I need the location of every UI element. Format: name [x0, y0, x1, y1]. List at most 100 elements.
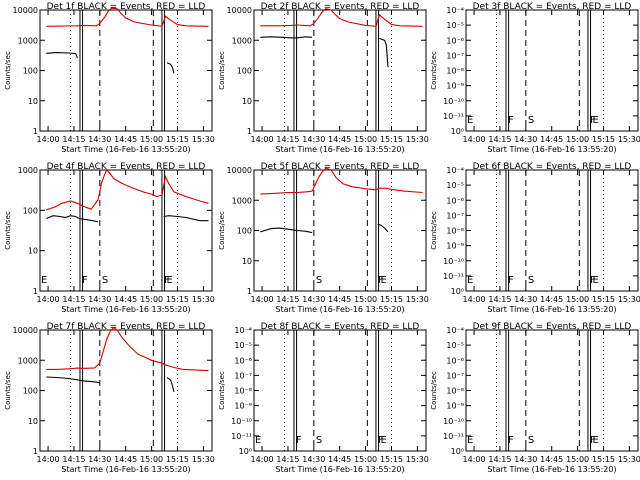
marker-label: F: [508, 275, 514, 286]
x-axis-label: Start Time (16-Feb-16 13:55:20): [275, 305, 404, 314]
x-tick-label: 15:00: [354, 455, 377, 464]
x-tick-label: 14:15: [488, 455, 511, 464]
x-axis-label: Start Time (16-Feb-16 13:55:20): [487, 145, 616, 154]
y-tick-label: 10⁻⁷: [446, 51, 464, 60]
x-tick-label: 14:00: [463, 135, 486, 144]
marker-label: F: [590, 275, 596, 286]
x-tick-label: 14:15: [62, 135, 85, 144]
y-tick-label: 10⁻¹⁰: [443, 257, 464, 266]
x-tick-label: 15:15: [380, 295, 403, 304]
y-axis-label: Counts/sec: [430, 51, 438, 90]
y-tick-label: 10⁻¹¹: [443, 112, 464, 121]
x-tick-label: 14:30: [302, 295, 325, 304]
y-tick-label: 10000: [227, 6, 252, 15]
chart-title: Det 6f BLACK = Events, RED = LLD: [473, 162, 632, 172]
marker-label: F: [508, 115, 514, 126]
y-axis-label: Counts/sec: [4, 51, 12, 90]
y-axis-label: Counts/sec: [218, 211, 226, 250]
event-rate-series-3: [163, 215, 209, 222]
x-tick-label: 14:45: [114, 135, 137, 144]
x-tick-label: 15:30: [406, 295, 429, 304]
marker-label: F: [590, 115, 596, 126]
y-tick-label: 10⁻⁶: [446, 356, 464, 365]
x-tick-label: 15:30: [192, 455, 215, 464]
x-tick-label: 15:15: [380, 135, 403, 144]
chart-panel-5: Det 5f BLACK = Events, RED = LLD 1 10 100 10…: [218, 162, 429, 314]
y-tick-label: 10⁰: [451, 447, 464, 456]
marker-label: S: [528, 275, 534, 286]
y-axis-label: Counts/sec: [4, 371, 12, 410]
y-tick-label: 10: [242, 257, 252, 266]
x-axis-label: Start Time (16-Feb-16 13:55:20): [61, 465, 190, 474]
y-tick-label: 1000: [18, 36, 38, 45]
y-tick-label: 10⁻⁹: [446, 402, 464, 411]
event-rate-series-2: [46, 215, 99, 223]
y-tick-label: 10⁻¹⁰: [443, 97, 464, 106]
x-axis-label: Start Time (16-Feb-16 13:55:20): [275, 145, 404, 154]
chart-title: Det 5f BLACK = Events, RED = LLD: [261, 162, 420, 172]
x-tick-label: 15:15: [166, 455, 189, 464]
marker-label: S: [528, 115, 534, 126]
marker-label: E: [593, 435, 599, 446]
y-tick-label: 1000: [232, 196, 252, 205]
marker-label: S: [102, 275, 108, 286]
y-tick-label: 10⁻⁵: [446, 341, 464, 350]
x-tick-label: 15:30: [618, 295, 640, 304]
x-tick-label: 15:15: [380, 455, 403, 464]
chart-title: Det 4f BLACK = Events, RED = LLD: [47, 162, 206, 172]
x-tick-label: 14:15: [62, 455, 85, 464]
y-axis-label: Counts/sec: [430, 211, 438, 250]
event-rate-series-2: [260, 36, 313, 39]
x-tick-label: 14:30: [88, 135, 111, 144]
x-tick-label: 15:15: [592, 295, 615, 304]
y-tick-label: 10⁻⁴: [446, 326, 464, 335]
x-tick-label: 15:30: [406, 455, 429, 464]
chart-title: Det 9f BLACK = Events, RED = LLD: [473, 322, 632, 332]
x-axis-label: Start Time (16-Feb-16 13:55:20): [61, 145, 190, 154]
event-rate-series-2: [260, 227, 313, 234]
marker-label: F: [378, 275, 384, 286]
x-tick-label: 15:30: [406, 135, 429, 144]
x-axis-label: Start Time (16-Feb-16 13:55:20): [61, 305, 190, 314]
x-tick-label: 14:15: [276, 135, 299, 144]
y-tick-label: 10⁻⁹: [234, 402, 252, 411]
event-rate-series-3: [379, 37, 389, 68]
y-tick-label: 10⁻⁹: [446, 242, 464, 251]
x-tick-label: 14:45: [114, 295, 137, 304]
x-tick-label: 15:30: [192, 295, 215, 304]
plot-frame: [465, 9, 639, 132]
plot-frame: [465, 329, 639, 452]
lld-rate-series-1: [46, 169, 209, 211]
lld-rate-series-1: [46, 326, 209, 372]
event-rate-series-2: [46, 52, 78, 59]
y-tick-label: 100: [23, 206, 38, 215]
x-tick-label: 14:00: [463, 455, 486, 464]
x-tick-label: 14:15: [276, 455, 299, 464]
y-tick-label: 10⁻⁸: [234, 387, 252, 396]
x-tick-label: 14:00: [37, 135, 60, 144]
y-tick-label: 10⁰: [451, 127, 464, 136]
chart-panel-9: Det 9f BLACK = Events, RED = LLD 10⁰ 10⁻¹¹…: [430, 322, 640, 474]
y-tick-label: 10: [28, 247, 38, 256]
y-tick-label: 10⁻¹¹: [231, 432, 252, 441]
x-tick-label: 14:45: [328, 135, 351, 144]
marker-label: F: [82, 275, 88, 286]
plot-frame: [39, 329, 213, 452]
event-rate-series-3: [166, 377, 175, 393]
x-tick-label: 15:15: [166, 295, 189, 304]
y-tick-label: 10000: [227, 166, 252, 175]
y-tick-label: 10⁻⁷: [446, 371, 464, 380]
y-tick-label: 10⁰: [451, 287, 464, 296]
x-tick-label: 15:15: [592, 135, 615, 144]
marker-label: E: [167, 275, 173, 286]
x-tick-label: 15:00: [354, 295, 377, 304]
y-tick-label: 10⁻¹¹: [443, 272, 464, 281]
plot-frame: [39, 169, 213, 292]
x-axis-label: Start Time (16-Feb-16 13:55:20): [487, 465, 616, 474]
y-tick-label: 1: [33, 447, 38, 456]
corner-label: E: [467, 275, 473, 286]
marker-label: S: [528, 435, 534, 446]
y-tick-label: 10⁻⁴: [234, 326, 252, 335]
corner-label: E: [467, 115, 473, 126]
